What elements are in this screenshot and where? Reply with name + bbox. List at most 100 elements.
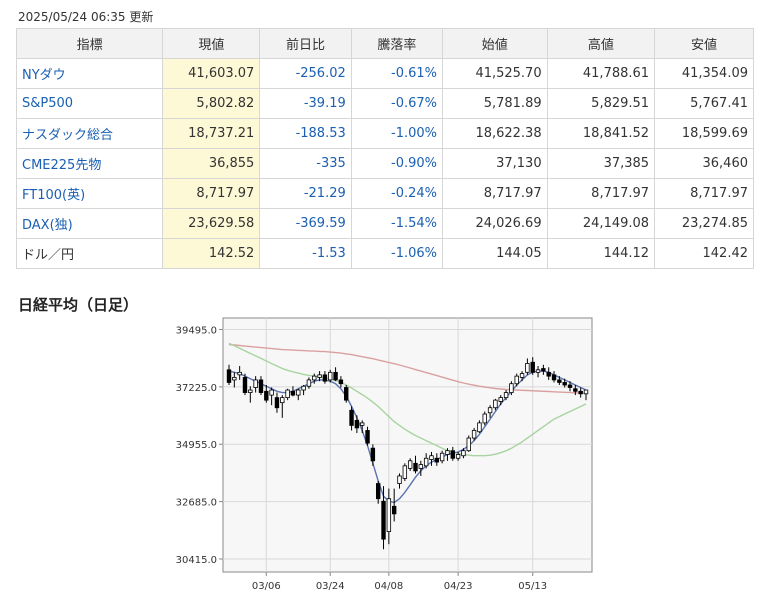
candle-body (226, 369, 232, 383)
price-cell: 142.52 (162, 238, 261, 269)
open-cell: 37,130 (442, 148, 548, 179)
moving-average-long-line (228, 343, 587, 394)
index-link-nydow[interactable]: NYダウ (15, 58, 164, 89)
low-cell: 23,274.85 (654, 208, 754, 239)
candle-body (487, 407, 493, 414)
price-cell: 18,737.21 (162, 118, 261, 149)
price-cell: 8,717.97 (162, 178, 261, 209)
moving-average-mid-line (228, 342, 587, 457)
candle-body (306, 379, 312, 387)
candle-body (232, 376, 237, 381)
table-row: ナスダック総合 18,737.21 -188.53 -1.00% 18,622.… (15, 118, 754, 149)
candle-body (290, 390, 296, 396)
candle-body (402, 465, 408, 479)
candle-body (269, 389, 274, 396)
header-pct: 騰落率 (350, 28, 444, 59)
candle-body (439, 452, 445, 462)
candle-body (509, 383, 514, 393)
table-header-row: 指標 現値 前日比 騰落率 始値 高値 安値 (15, 28, 754, 59)
high-cell: 18,841.52 (546, 118, 656, 149)
candle-body (407, 460, 413, 469)
price-cell: 41,603.07 (162, 58, 261, 89)
candle-body (333, 371, 338, 381)
candle-body (434, 457, 440, 463)
low-cell: 18,599.69 (654, 118, 754, 149)
high-cell: 37,385 (546, 148, 656, 179)
candle-body (535, 369, 541, 373)
price-cell: 5,802.82 (162, 88, 261, 119)
x-tick-label: 04/23 (444, 581, 473, 592)
x-tick-label: 04/08 (374, 581, 403, 592)
change-cell: -21.29 (259, 178, 352, 209)
candle-body (354, 419, 360, 429)
y-tick-label: 30415.0 (176, 555, 217, 566)
y-tick-label: 37225.0 (176, 383, 217, 394)
candle-body (349, 409, 354, 426)
plot-area (222, 317, 593, 573)
low-cell: 5,767.41 (654, 88, 754, 119)
change-cell: -1.53 (259, 238, 352, 269)
candle-body (280, 397, 285, 404)
price-cell: 23,629.58 (162, 208, 261, 239)
low-cell: 36,460 (654, 148, 754, 179)
header-index: 指標 (15, 28, 164, 59)
candle-body (312, 375, 317, 381)
index-link-cme225[interactable]: CME225先物 (15, 148, 164, 179)
low-cell: 8,717.97 (654, 178, 754, 209)
open-cell: 24,026.69 (442, 208, 548, 239)
candle-body (578, 390, 583, 395)
candle-body (429, 455, 434, 460)
candle-body (541, 368, 546, 372)
index-link-ft100[interactable]: FT100(英) (15, 178, 164, 209)
candle-body (258, 379, 264, 393)
candle-body (498, 397, 503, 402)
low-cell: 41,354.09 (654, 58, 754, 89)
index-table: 指標 現値 前日比 騰落率 始値 高値 安値 NYダウ 41,603.07 -2… (15, 28, 754, 269)
candle-body (301, 385, 306, 391)
index-link-sp500[interactable]: S&P500 (15, 88, 164, 119)
section-title: 日経平均（日足） (18, 296, 139, 314)
candle-body (583, 389, 589, 395)
candle-body (322, 374, 328, 382)
candle-body (546, 371, 551, 377)
last-updated: 2025/05/24 06:35 更新 (18, 10, 154, 24)
candle-body (477, 422, 482, 433)
open-cell: 18,622.38 (442, 118, 548, 149)
open-cell: 144.05 (442, 238, 548, 269)
candle-body (423, 457, 429, 467)
index-link-dax[interactable]: DAX(独) (15, 208, 164, 239)
candle-body (551, 374, 557, 381)
x-tick-label: 05/13 (518, 581, 547, 592)
index-link-nasdaq[interactable]: ナスダック総合 (15, 118, 164, 149)
candle-body (285, 389, 290, 399)
table-row: DAX(独) 23,629.58 -369.59 -1.54% 24,026.6… (15, 208, 754, 239)
candle-body (466, 437, 471, 452)
candle-body (237, 371, 242, 376)
candle-body (461, 450, 466, 457)
high-cell: 5,829.51 (546, 88, 656, 119)
change-cell: -39.19 (259, 88, 352, 119)
candle-body (519, 373, 525, 378)
change-cell: -335 (259, 148, 352, 179)
candle-body (296, 389, 301, 396)
candle-body (370, 447, 376, 462)
candle-body (274, 397, 280, 409)
y-tick-label: 32685.0 (176, 498, 217, 509)
index-usdjpy: ドル／円 (15, 238, 164, 269)
table-row: ドル／円 142.52 -1.53 -1.06% 144.05 144.12 1… (15, 238, 754, 269)
change-cell: -369.59 (259, 208, 352, 239)
high-cell: 144.12 (546, 238, 656, 269)
table-row: FT100(英) 8,717.97 -21.29 -0.24% 8,717.97… (15, 178, 754, 209)
open-cell: 41,525.70 (442, 58, 548, 89)
change-cell: -188.53 (259, 118, 352, 149)
header-low: 安値 (654, 28, 754, 59)
candle-body (386, 498, 392, 532)
candle-body (317, 374, 322, 378)
candle-body (418, 464, 424, 469)
candle-body (381, 500, 386, 540)
candle-body (493, 399, 498, 409)
candle-body (242, 376, 248, 393)
header-change: 前日比 (259, 28, 352, 59)
candle-body (503, 392, 509, 399)
high-cell: 41,788.61 (546, 58, 656, 89)
